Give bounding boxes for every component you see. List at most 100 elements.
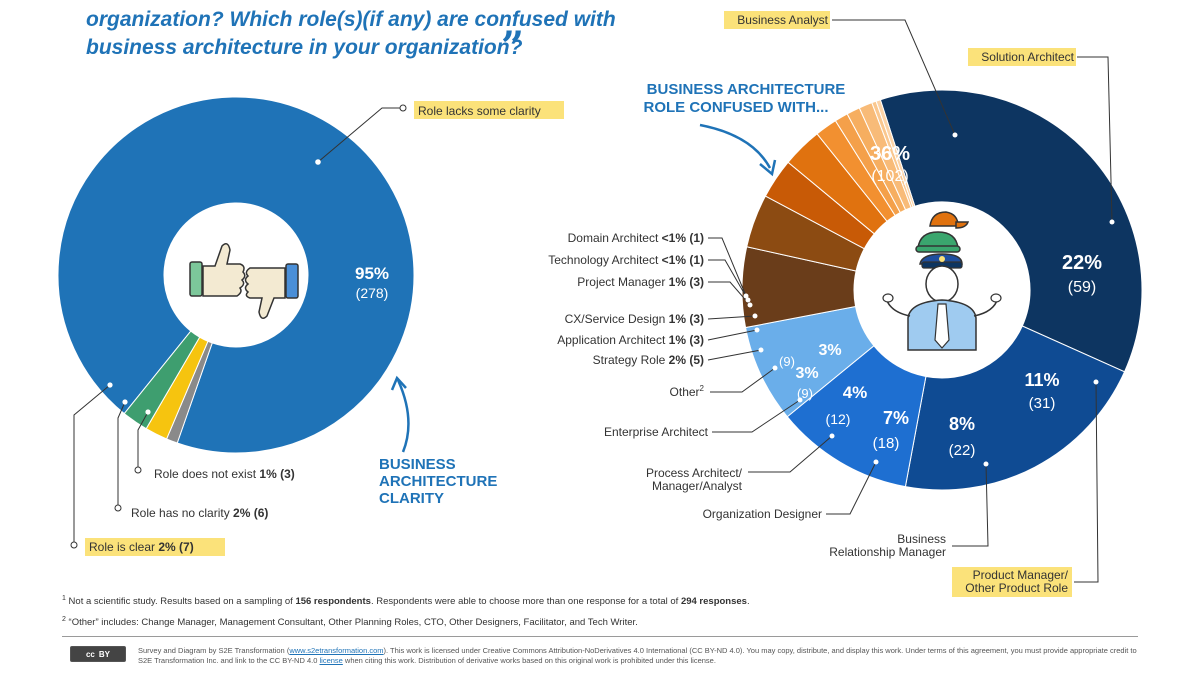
left-chart-labels: 95% (278) Role lacks some clarity Role does…: [70, 101, 564, 556]
footnote-2-marker: 2: [62, 616, 66, 623]
right-pct-label-7: 3%: [795, 365, 818, 382]
license-text: Survey and Diagram by S2E Transformation…: [138, 646, 1138, 666]
label-business-relationship-manager-line-2: Relationship Manager: [829, 545, 946, 559]
highlight-product-manager-other-product-role: [952, 567, 1072, 597]
footnote-ref-other: 2: [700, 384, 705, 393]
label-strategy-role: Strategy Role 2% (5): [593, 353, 704, 367]
left-callout-arrow: [396, 379, 410, 453]
label-value-role-does-not-exist: 1% (3): [259, 467, 294, 481]
left-callout-line-1: BUSINESS: [379, 456, 456, 473]
leader-dot: [107, 382, 113, 388]
leader-line: [73, 384, 111, 545]
leader-dot: [70, 541, 78, 549]
footnote-2: 2 “Other” includes: Change Manager, Mana…: [62, 616, 638, 628]
by-icon: BY: [98, 649, 111, 659]
leader-dot: [122, 399, 128, 405]
leader-dot: [797, 397, 803, 403]
question-line-1: organization? Which role(s)(if any) are …: [86, 8, 616, 31]
leader-line-business-relationship-manager: [952, 463, 989, 547]
left-pct-label-0: 95%: [355, 264, 389, 283]
right-pct-label-1: 22%: [1062, 252, 1102, 274]
label-product-manager-other-product-role-line-2: Other Product Role: [965, 581, 1068, 595]
left-callout-arrowhead: [390, 375, 407, 391]
label-solution-architect: Solution Architect: [981, 50, 1074, 64]
label-project-manager: Project Manager 1% (3): [577, 275, 704, 289]
license-text-1: Survey and Diagram by S2E Transformation…: [138, 646, 290, 655]
label-business-analyst: Business Analyst: [737, 13, 828, 27]
leader-line-enterprise-architect: [712, 399, 801, 433]
footnote-1-text-e: .: [746, 596, 750, 608]
question-line-2: business architecture in your organizati…: [86, 36, 523, 59]
footer-divider: [62, 636, 1138, 637]
left-callout-line-3: CLARITY: [379, 490, 444, 507]
leader-line-product-manager-other-product-role: [1074, 381, 1099, 583]
right-count-label-0: (102): [871, 168, 908, 185]
label-organization-designer: Organization Designer: [703, 507, 822, 521]
leader-dot: [743, 293, 749, 299]
footnote-1-marker: 1: [62, 595, 66, 602]
label-application-architect: Application Architect 1% (3): [557, 333, 704, 347]
leader-dot: [114, 504, 122, 512]
footnote-1: 1 Not a scientific study. Results based …: [62, 595, 750, 607]
right-chart-labels: 36% (102) 22% (59) 11% (31) 8% (22) 7% (18) 4% (12)…: [548, 11, 1115, 597]
label-value-project-manager: 1% (3): [665, 275, 704, 289]
license-text-2: ). This work is licensed under Creative …: [138, 646, 1137, 665]
right-pct-label-0: 36%: [870, 143, 910, 165]
label-cx-service-design: CX/Service Design 1% (3): [565, 312, 704, 326]
label-value-application-architect: 1% (3): [665, 333, 704, 347]
footnote-1-responses: 294 responses: [680, 596, 747, 608]
footnote-1-text-a: Not a scientific study. Results based on…: [68, 596, 296, 608]
label-role-lacks-some-clarity: Role lacks some clarity: [418, 104, 541, 118]
label-enterprise-architect: Enterprise Architect: [604, 425, 709, 439]
leader-line-business-analyst: [832, 19, 956, 136]
label-value-technology-architect: <1% (1): [658, 253, 704, 267]
right-count-label-3: (22): [949, 442, 976, 459]
highlight-role-is-clear: [85, 538, 225, 556]
leader-dot: [1093, 379, 1099, 385]
right-callout-line-1: BUSINESS ARCHITECTURE: [647, 81, 846, 98]
right-count-label-5: (12): [826, 411, 851, 427]
left-count-label-0: (278): [356, 285, 389, 301]
highlight-business-analyst: [724, 11, 830, 29]
right-callout-arrowhead: [759, 159, 777, 177]
license-text-3: when citing this work. Distribution of d…: [342, 656, 716, 665]
footnote-2-text: “Other” includes: Change Manager, Manage…: [68, 617, 638, 629]
right-count-label-7: (9): [797, 386, 813, 401]
cc-license-badge[interactable]: cc BY: [70, 646, 126, 662]
leader-line-other: [710, 367, 776, 393]
leader-line-process-architect-manager-analyst: [748, 435, 833, 473]
right-callout-arrow: [699, 123, 772, 169]
leader-line-project-manager: [708, 281, 751, 306]
leader-dot: [983, 461, 989, 467]
license-link[interactable]: license: [319, 656, 343, 665]
right-callout-line-2: ROLE CONFUSED WITH...: [644, 99, 829, 116]
label-business-relationship-manager-line-1: Business: [897, 532, 946, 546]
leader-dot: [758, 347, 764, 353]
footnote-1-text-c: . Respondents were able to choose more t…: [370, 596, 681, 608]
leader-line-cx-service-design: [707, 315, 756, 320]
footnote-1-respondents: 156 respondents: [295, 596, 371, 608]
right-pct-label-3: 8%: [949, 414, 975, 434]
highlight-role-lacks-some-clarity: [414, 101, 564, 119]
leader-dot: [315, 159, 321, 165]
quote-mark-icon: ”: [501, 23, 525, 70]
leader-dot: [873, 459, 879, 465]
label-value-strategy-role: 2% (5): [665, 353, 704, 367]
leader-dot: [754, 327, 760, 333]
left-callout-line-2: ARCHITECTURE: [379, 473, 497, 490]
label-role-has-no-clarity: Role has no clarity 2% (6): [131, 506, 268, 520]
label-value-cx-service-design: 1% (3): [665, 312, 704, 326]
label-value-role-has-no-clarity: 2% (6): [233, 506, 268, 520]
leader-line-application-architect: [707, 329, 758, 341]
leader-dot: [747, 302, 753, 308]
right-pct-label-5: 4%: [843, 383, 868, 402]
confused-person-icon: [882, 211, 1002, 351]
right-pct-label-2: 11%: [1024, 370, 1059, 390]
leader-line: [317, 107, 402, 163]
label-role-is-clear: Role is clear 2% (7): [89, 540, 194, 554]
website-link[interactable]: www.s2etransformation.com: [289, 646, 384, 655]
leader-dot: [134, 466, 142, 474]
leader-line: [117, 401, 126, 508]
cc-icon: cc: [85, 649, 95, 659]
leader-line-strategy-role: [707, 349, 762, 361]
